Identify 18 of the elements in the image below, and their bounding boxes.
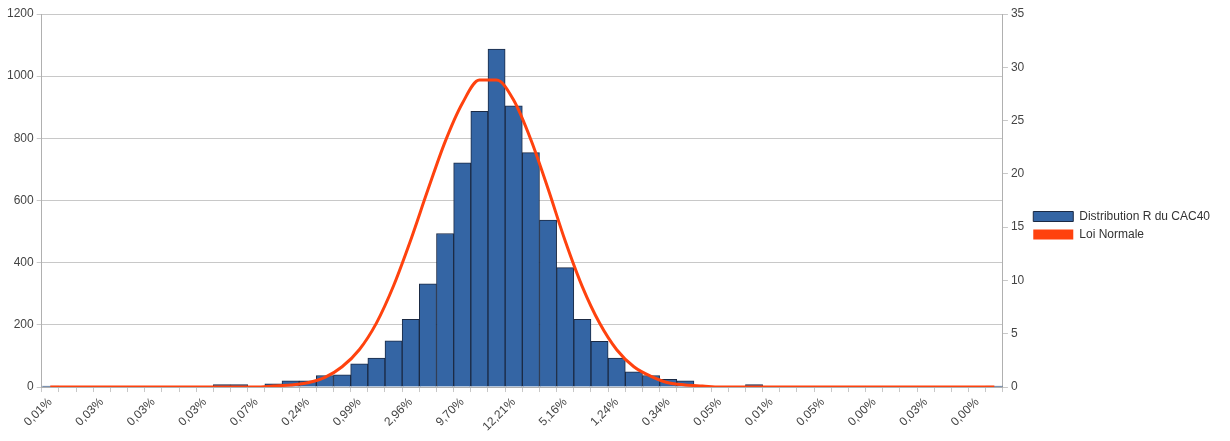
y-tick-label: 600 xyxy=(13,192,35,207)
y2-tick-label: 30 xyxy=(1010,59,1025,74)
y2-tick-label: 35 xyxy=(1010,6,1025,21)
y2-tick-label: 0 xyxy=(1010,379,1018,394)
y-tick-label: 0 xyxy=(27,379,35,394)
y2-tick-label: 5 xyxy=(1010,326,1018,341)
y-tick-label: 400 xyxy=(13,255,35,270)
y2-tick-label: 25 xyxy=(1010,112,1025,127)
legend-label: Distribution R du CAC40 xyxy=(1079,208,1211,223)
y2-tick-label: 15 xyxy=(1010,219,1025,234)
y2-tick-label: 10 xyxy=(1010,272,1025,287)
y-tick-label: 800 xyxy=(13,130,35,145)
y-tick-label: 1000 xyxy=(6,68,35,83)
y2-tick-label: 20 xyxy=(1010,166,1025,181)
line-series xyxy=(48,78,996,388)
legend-label: Loi Normale xyxy=(1079,226,1145,241)
y-tick-label: 1200 xyxy=(6,6,35,21)
y-tick-label: 200 xyxy=(13,317,35,332)
